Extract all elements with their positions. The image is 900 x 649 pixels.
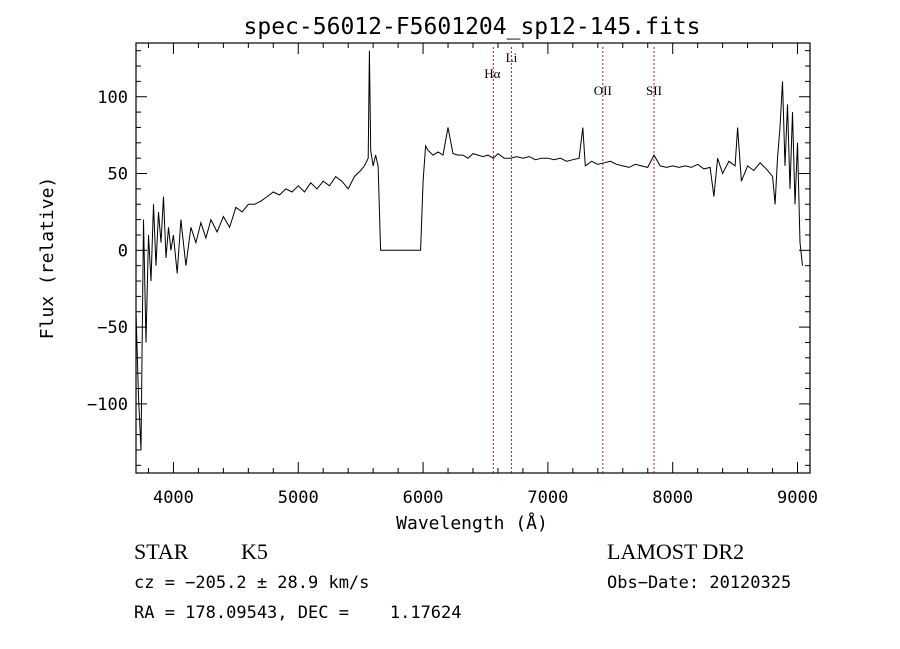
line-marker-label: SII xyxy=(646,83,662,98)
line-marker-label: OII xyxy=(594,83,612,98)
plot-frame xyxy=(135,42,811,474)
x-axis-ticks: 4000 5000 6000 7000 8000 9000 xyxy=(147,43,818,508)
x-tick-label: 7000 xyxy=(527,488,568,508)
x-axis-label: Wavelength (Å) xyxy=(396,512,548,534)
object-class: STAR xyxy=(134,539,189,564)
y-tick-label: 100 xyxy=(97,88,128,108)
y-axis-ticks: −100 −50 0 50 100 xyxy=(87,50,810,466)
line-marker-label: Li xyxy=(506,50,518,65)
y-tick-label: −100 xyxy=(87,395,128,415)
x-tick-label: 8000 xyxy=(652,488,693,508)
x-tick-label: 5000 xyxy=(278,488,319,508)
coordinates: RA = 178.09543, DEC = 1.17624 xyxy=(134,603,462,623)
x-tick-label: 6000 xyxy=(403,488,444,508)
object-subclass: K5 xyxy=(241,539,268,564)
y-axis-label: Flux (relative) xyxy=(37,177,58,340)
line-marker-label: Hα xyxy=(484,66,500,81)
x-tick-label: 4000 xyxy=(153,488,194,508)
redshift-cz: cz = −205.2 ± 28.9 km/s xyxy=(134,573,370,593)
y-tick-label: −50 xyxy=(97,318,128,338)
chart-title: spec-56012-F5601204_sp12-145.fits xyxy=(244,14,701,40)
y-tick-label: 50 xyxy=(108,165,128,185)
observation-date: Obs−Date: 20120325 xyxy=(607,573,792,593)
y-tick-label: 0 xyxy=(118,241,128,261)
survey-name: LAMOST DR2 xyxy=(607,539,745,564)
x-tick-label: 9000 xyxy=(777,488,818,508)
emission-line-markers: Hα Li OII SII xyxy=(484,47,662,473)
spectrum-line xyxy=(135,50,803,451)
